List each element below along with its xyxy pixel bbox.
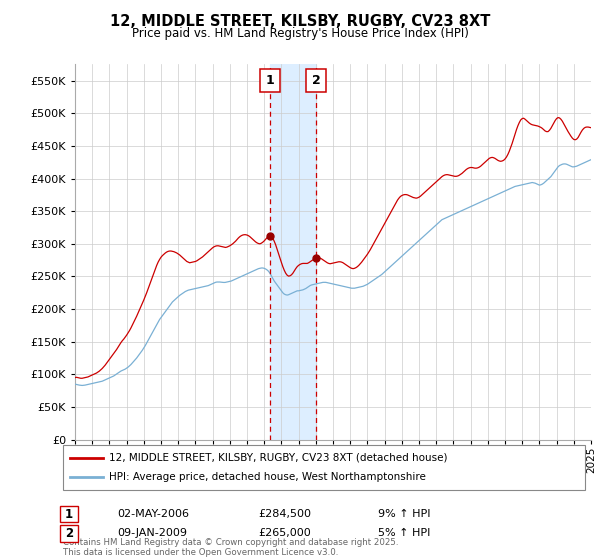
Text: 12, MIDDLE STREET, KILSBY, RUGBY, CV23 8XT (detached house): 12, MIDDLE STREET, KILSBY, RUGBY, CV23 8… bbox=[109, 452, 448, 463]
Text: 2: 2 bbox=[312, 74, 320, 87]
Text: 12, MIDDLE STREET, KILSBY, RUGBY, CV23 8XT: 12, MIDDLE STREET, KILSBY, RUGBY, CV23 8… bbox=[110, 14, 490, 29]
Text: HPI: Average price, detached house, West Northamptonshire: HPI: Average price, detached house, West… bbox=[109, 473, 426, 483]
Text: 1: 1 bbox=[65, 507, 73, 521]
Bar bbox=[270, 64, 316, 440]
Text: Contains HM Land Registry data © Crown copyright and database right 2025.
This d: Contains HM Land Registry data © Crown c… bbox=[63, 538, 398, 557]
Text: £284,500: £284,500 bbox=[258, 509, 311, 519]
Text: 1: 1 bbox=[266, 74, 274, 87]
Text: 9% ↑ HPI: 9% ↑ HPI bbox=[378, 509, 431, 519]
Text: £265,000: £265,000 bbox=[258, 528, 311, 538]
Text: Price paid vs. HM Land Registry's House Price Index (HPI): Price paid vs. HM Land Registry's House … bbox=[131, 27, 469, 40]
Text: 2: 2 bbox=[65, 526, 73, 540]
Text: 09-JAN-2009: 09-JAN-2009 bbox=[117, 528, 187, 538]
Text: 02-MAY-2006: 02-MAY-2006 bbox=[117, 509, 189, 519]
Text: 5% ↑ HPI: 5% ↑ HPI bbox=[378, 528, 430, 538]
